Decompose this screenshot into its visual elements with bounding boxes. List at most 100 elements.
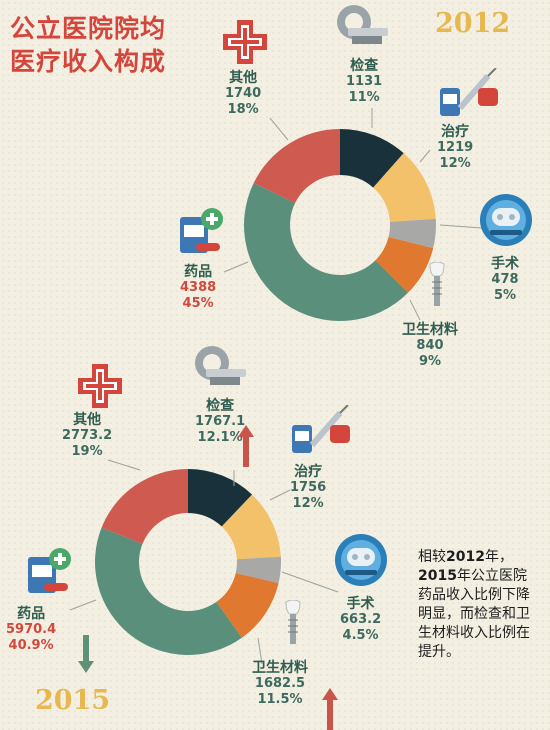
leader-line <box>257 637 263 665</box>
label-percent: 40.9% <box>8 638 54 653</box>
ct-scanner-icon <box>337 5 388 44</box>
leader-line <box>281 571 339 593</box>
label-2012-surgery: 手术 478 5% <box>491 256 519 304</box>
ct-scanner-icon <box>195 346 246 385</box>
slice-2012-exam <box>340 129 404 188</box>
label-value: 2773.2 <box>62 428 113 443</box>
surgery-light-icon <box>480 194 532 246</box>
label-name: 治疗 <box>441 124 470 140</box>
label-value: 1219 <box>437 140 474 155</box>
leader-line <box>107 459 141 471</box>
donut-2012 <box>244 129 437 321</box>
label-2015-drug: 药品 5970.4 40.9% <box>6 606 56 654</box>
label-value: 1740 <box>225 86 262 101</box>
year-2015-label: 2015 <box>35 685 111 716</box>
label-name: 其他 <box>73 412 102 428</box>
slice-2015-exam <box>188 469 253 527</box>
page-title: 公立医院院均 医疗收入构成 <box>10 12 200 78</box>
label-percent: 12.1% <box>197 430 243 445</box>
label-percent: 12% <box>439 156 471 171</box>
label-percent: 18% <box>227 102 259 117</box>
red-cross-icon <box>78 364 122 408</box>
note-body: 年公立医院药品收入比例下降明显，而检查和卫生材料收入比例在提升。 <box>418 568 530 660</box>
label-name: 治疗 <box>294 464 323 480</box>
label-percent: 9% <box>418 354 442 369</box>
pill-box-icon <box>180 208 223 253</box>
label-2015-surgery: 手术 663.2 4.5% <box>340 596 381 644</box>
label-name: 其他 <box>229 70 258 86</box>
label-percent: 11% <box>348 90 380 105</box>
label-name: 卫生材料 <box>252 660 308 676</box>
leader-line <box>269 117 289 141</box>
label-2015-other: 其他 2773.2 19% <box>62 412 112 460</box>
slice-2015-surgery <box>235 556 281 584</box>
label-percent: 19% <box>71 444 103 459</box>
slice-2012-drug <box>244 182 409 321</box>
label-2012-exam: 检查 1131 11% <box>346 58 382 106</box>
slice-2012-treat <box>373 153 436 222</box>
slice-2012-surgery <box>388 218 437 249</box>
label-percent: 4.5% <box>342 628 379 643</box>
title-line-2: 医疗收入构成 <box>10 47 167 76</box>
label-name: 药品 <box>184 264 213 280</box>
leader-line <box>439 224 483 229</box>
label-value: 663.2 <box>340 612 382 627</box>
label-name: 检查 <box>350 58 379 74</box>
label-percent: 12% <box>292 496 324 511</box>
label-value: 4388 <box>180 280 217 295</box>
label-2012-drug: 药品 4388 45% <box>180 264 216 312</box>
note-year-2015: 2015 <box>418 568 457 584</box>
label-name: 药品 <box>17 606 46 622</box>
note-mid1: 年， <box>484 549 513 565</box>
label-2015-treat: 治疗 1756 12% <box>290 464 326 512</box>
label-value: 1756 <box>290 480 327 495</box>
leader-line <box>69 599 97 611</box>
label-value: 1767.1 <box>195 414 246 429</box>
leader-lines <box>69 108 483 665</box>
year-2012-label: 2012 <box>435 8 511 39</box>
donut-2015 <box>94 469 281 656</box>
label-name: 检查 <box>206 398 235 414</box>
label-percent: 45% <box>182 296 214 311</box>
label-value: 840 <box>416 338 444 353</box>
pill-box-icon <box>28 548 71 593</box>
label-2012-other: 其他 1740 18% <box>225 70 261 118</box>
leader-line <box>269 489 291 501</box>
label-name: 手术 <box>491 256 519 272</box>
note-year-2012: 2012 <box>446 549 485 565</box>
slice-2015-other <box>101 469 188 544</box>
label-name: 手术 <box>346 596 375 612</box>
label-2012-treat: 治疗 1219 12% <box>437 124 473 172</box>
label-percent: 5% <box>493 288 517 303</box>
slice-2012-material <box>375 237 434 293</box>
label-name: 卫生材料 <box>402 322 458 338</box>
comparison-note: 相较2012年， 2015年公立医院药品收入比例下降明显，而检查和卫生材料收入比例… <box>418 548 536 662</box>
label-value: 478 <box>491 272 519 287</box>
label-2015-exam: 检查 1767.1 12.1% <box>195 398 245 446</box>
leader-line <box>223 261 249 273</box>
down-arrow-icon <box>78 635 94 673</box>
label-percent: 11.5% <box>257 692 303 707</box>
slice-2015-drug <box>94 527 242 656</box>
label-value: 1131 <box>346 74 383 89</box>
slice-2015-treat <box>221 494 281 560</box>
red-cross-icon <box>223 20 267 64</box>
syringe-medicine-icon <box>440 68 498 116</box>
leader-line <box>419 149 431 163</box>
slice-2012-other <box>253 129 340 204</box>
surgery-light-icon <box>335 534 387 586</box>
title-line-1: 公立医院院均 <box>10 14 167 43</box>
leader-line <box>409 299 421 321</box>
syringe-medicine-icon <box>292 405 350 453</box>
up-arrow-icon <box>238 425 254 467</box>
label-value: 1682.5 <box>254 676 306 691</box>
slice-2015-material <box>216 573 279 638</box>
dental-implant-icon <box>429 262 445 306</box>
label-value: 5970.4 <box>6 622 57 637</box>
note-pre: 相较 <box>418 549 446 565</box>
label-2012-material: 卫生材料 840 9% <box>402 322 458 370</box>
dental-implant-icon <box>285 600 301 644</box>
up-arrow-icon <box>322 688 338 730</box>
label-2015-material: 卫生材料 1682.5 11.5% <box>252 660 308 708</box>
